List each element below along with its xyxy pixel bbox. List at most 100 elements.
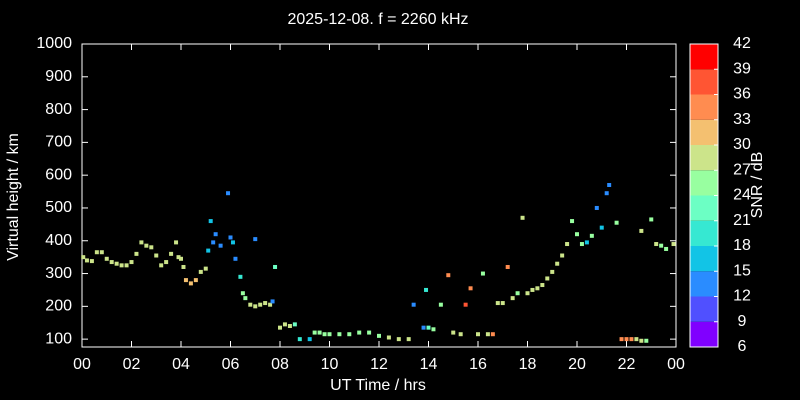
x-tick-label: 00 [73, 356, 91, 373]
y-tick-label: 400 [45, 232, 72, 249]
data-point [94, 250, 99, 255]
x-tick-label: 16 [469, 356, 487, 373]
data-point [480, 271, 485, 276]
data-point [639, 228, 644, 233]
x-tick-label: 10 [321, 356, 339, 373]
data-point [570, 219, 575, 224]
colorbar-tick-label: 42 [733, 35, 751, 52]
data-point [253, 237, 258, 242]
x-tick-label: 06 [222, 356, 240, 373]
colorbar-tick-label: 27 [733, 161, 751, 178]
data-point [495, 301, 500, 306]
data-point [164, 260, 169, 265]
colorbar-tick-label: 9 [738, 313, 747, 330]
data-point [114, 261, 119, 266]
y-tick-label: 300 [45, 265, 72, 282]
data-point [463, 302, 468, 307]
data-point [218, 243, 223, 248]
data-point [183, 278, 188, 283]
data-point [579, 242, 584, 247]
data-point [396, 337, 401, 342]
y-tick-label: 100 [45, 330, 72, 347]
data-point [124, 263, 129, 268]
data-point [535, 286, 540, 291]
data-point [377, 333, 381, 338]
data-point [560, 253, 565, 258]
data-point [607, 183, 612, 188]
chart-title: 2025-12-08. f = 2260 kHz [287, 11, 468, 28]
x-tick-label: 08 [271, 356, 289, 373]
data-point [233, 256, 238, 261]
data-point [203, 266, 208, 271]
data-point [424, 287, 429, 292]
data-point [134, 251, 139, 256]
x-tick-label: 04 [172, 356, 190, 373]
data-point [149, 245, 154, 250]
data-point [565, 242, 570, 247]
data-point [604, 191, 609, 196]
data-point [634, 337, 639, 342]
data-point [174, 240, 179, 245]
data-point [248, 302, 253, 307]
data-point [468, 286, 473, 291]
data-point [654, 242, 659, 247]
colorbar-segment [690, 296, 718, 322]
y-tick-label: 200 [45, 298, 72, 315]
data-point [367, 330, 372, 335]
data-point [550, 269, 555, 274]
data-point [530, 287, 535, 292]
data-point [206, 248, 211, 253]
data-point [230, 240, 235, 245]
colorbar-tick-label: 15 [733, 262, 751, 279]
colorbar-segment [690, 195, 718, 221]
data-point [109, 260, 114, 265]
y-tick-label: 900 [45, 68, 72, 85]
y-tick-label: 500 [45, 199, 72, 216]
colorbar-tick-label: 12 [733, 288, 751, 305]
colorbar-segment [690, 271, 718, 297]
data-point [238, 274, 243, 279]
x-tick-label: 22 [618, 356, 636, 373]
data-point [589, 233, 594, 238]
data-point [458, 332, 463, 337]
data-point [347, 332, 352, 337]
data-point [505, 264, 510, 269]
data-point [671, 242, 676, 247]
data-point [619, 337, 624, 342]
data-point [211, 240, 216, 245]
data-point [154, 253, 159, 258]
data-point [179, 256, 183, 261]
data-point [243, 296, 248, 301]
data-point [510, 296, 515, 301]
data-point [426, 325, 431, 330]
data-point [649, 217, 654, 222]
colorbar-tick-label: 39 [733, 60, 751, 77]
colorbar-segment [690, 145, 718, 171]
data-point [99, 250, 104, 255]
data-point [515, 291, 520, 296]
data-point [421, 325, 426, 330]
data-point [624, 337, 629, 342]
data-point [181, 264, 186, 269]
data-point [451, 330, 456, 335]
data-point [664, 246, 669, 251]
colorbar-tick-label: 21 [733, 212, 751, 229]
data-point [614, 220, 619, 225]
colorbar-tick-label: 6 [738, 338, 747, 355]
data-point [337, 332, 342, 337]
data-point [228, 235, 233, 240]
y-axis-label: Virtual height / km [5, 133, 22, 261]
data-point [129, 260, 134, 265]
data-point [263, 301, 268, 306]
data-point [159, 263, 164, 268]
data-point [584, 240, 589, 245]
data-point [188, 281, 193, 286]
data-point [198, 269, 203, 274]
data-point [139, 240, 144, 245]
data-point [575, 232, 579, 237]
data-point [89, 259, 94, 264]
data-point [476, 332, 480, 337]
data-point [253, 304, 258, 309]
